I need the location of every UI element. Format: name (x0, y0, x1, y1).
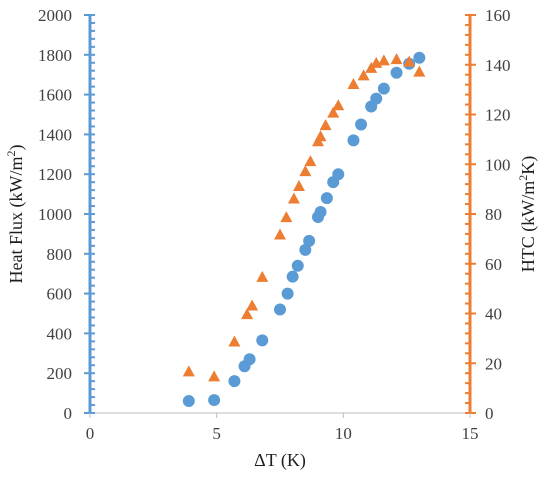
right-y-tick-label: 60 (485, 255, 502, 274)
htc-point (228, 335, 241, 347)
axis-titles-layer: ΔT (K) Heat Flux (kW/m2) HTC (kW/m2K) (4, 145, 539, 471)
heat-flux-point (274, 303, 286, 316)
left-y-tick-label: 1000 (38, 205, 72, 224)
left-y-tick-label: 0 (64, 404, 73, 423)
left-y-tick-label: 200 (47, 364, 73, 383)
right-y-axis-title-superscript: 2 (516, 175, 530, 181)
left-y-tick-label: 1800 (38, 46, 72, 65)
heat-flux-point (243, 353, 256, 366)
right-y-tick-label: 100 (485, 155, 511, 174)
heat-flux-point (370, 92, 383, 105)
right-y-tick-label: 20 (485, 354, 502, 373)
htc-point (319, 119, 332, 131)
left-y-tick-label: 600 (47, 285, 73, 304)
htc-point (357, 69, 370, 81)
right-y-tick-label: 140 (485, 56, 511, 75)
htc-point (256, 270, 269, 282)
htc-point (413, 65, 426, 77)
left-y-axis-title: Heat Flux (kW/m2) (4, 145, 27, 284)
heat-flux-point (182, 395, 195, 408)
x-tick-label: 10 (335, 424, 352, 443)
htc-point (280, 211, 293, 223)
htc-point (304, 155, 317, 167)
left-y-tick-label: 1200 (38, 165, 72, 184)
htc-point (299, 165, 312, 177)
right-y-tick-label: 80 (485, 205, 502, 224)
htc-point (274, 228, 286, 240)
tick-labels-layer: 0 5 10 150200400600800100012001400160018002… (38, 6, 511, 443)
heat-flux-point (291, 259, 304, 272)
heat-flux-point (256, 334, 269, 347)
htc-point (377, 54, 390, 66)
x-tick-label: 5 (212, 424, 221, 443)
left-y-tick-label: 2000 (38, 6, 72, 25)
right-y-axis-title-suffix: K) (518, 156, 539, 175)
heat-flux-point (355, 118, 368, 131)
right-y-tick-label: 40 (485, 305, 502, 324)
heat-flux-point (303, 234, 316, 247)
heat-flux-point (347, 134, 360, 147)
left-y-axis-title-suffix: ) (6, 145, 27, 151)
right-y-axis-title-prefix: HTC (kW/m (518, 181, 539, 273)
htc-point (293, 180, 305, 192)
heat-flux-point (332, 168, 345, 181)
htc-point (246, 299, 259, 311)
heat-flux-point (208, 394, 221, 407)
heat-flux-point (281, 287, 294, 300)
htc-point (287, 192, 300, 204)
x-tick-label: 0 (86, 424, 95, 443)
x-axis-title: ΔT (K) (254, 450, 306, 471)
left-y-tick-label: 1600 (38, 86, 72, 105)
heat-flux-point (286, 270, 299, 283)
heat-flux-point (299, 243, 312, 256)
right-y-tick-label: 160 (485, 6, 511, 25)
htc-point (403, 55, 416, 67)
heat-flux-point (228, 375, 241, 388)
htc-point (208, 370, 221, 382)
data-points-layer (182, 51, 426, 408)
left-y-axis-title-prefix: Heat Flux (kW/m (6, 157, 27, 284)
heat-flux-point (377, 82, 390, 95)
htc-point (347, 78, 360, 90)
heat-flux-point (320, 192, 333, 205)
left-y-tick-label: 800 (47, 245, 73, 264)
heat-flux-point (390, 66, 403, 79)
htc-point (390, 53, 403, 65)
x-tick-label: 15 (462, 424, 479, 443)
right-y-axis-title: HTC (kW/m2K) (516, 156, 539, 273)
htc-point (241, 308, 254, 320)
left-y-axis-title-superscript: 2 (4, 151, 18, 157)
heat-flux-point (413, 51, 426, 64)
heat-flux-point (314, 206, 327, 219)
left-y-tick-label: 400 (47, 324, 73, 343)
right-y-tick-label: 0 (485, 404, 494, 423)
right-y-tick-label: 120 (485, 106, 511, 125)
htc-point (327, 106, 340, 118)
axes-layer (84, 14, 476, 418)
htc-point (314, 130, 327, 142)
left-y-tick-label: 1400 (38, 125, 72, 144)
htc-point (182, 365, 195, 377)
htc-point (332, 99, 345, 111)
